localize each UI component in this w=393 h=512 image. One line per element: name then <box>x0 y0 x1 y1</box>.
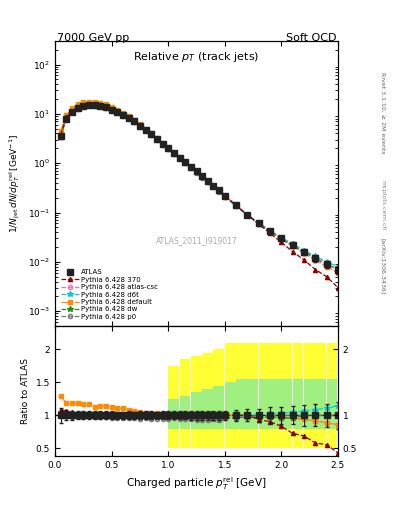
Legend: ATLAS, Pythia 6.428 370, Pythia 6.428 atlas-csc, Pythia 6.428 d6t, Pythia 6.428 : ATLAS, Pythia 6.428 370, Pythia 6.428 at… <box>59 267 161 323</box>
Text: ATLAS_2011_I919017: ATLAS_2011_I919017 <box>156 236 237 245</box>
Y-axis label: $1/N_{\rm jet}\,dN/dp_T^{\rm rel}\,[{\rm GeV}^{-1}]$: $1/N_{\rm jet}\,dN/dp_T^{\rm rel}\,[{\rm… <box>8 134 22 233</box>
Text: Relative $p_T$ (track jets): Relative $p_T$ (track jets) <box>133 50 260 63</box>
X-axis label: Charged particle $p_T^{\rm rel}$ [GeV]: Charged particle $p_T^{\rm rel}$ [GeV] <box>126 475 267 492</box>
Text: mcplots.cern.ch: mcplots.cern.ch <box>381 180 386 230</box>
Y-axis label: Ratio to ATLAS: Ratio to ATLAS <box>21 358 30 424</box>
Text: [arXiv:1306.3436]: [arXiv:1306.3436] <box>381 238 386 294</box>
Text: Rivet 3.1.10, ≥ 2M events: Rivet 3.1.10, ≥ 2M events <box>381 72 386 154</box>
Text: Soft QCD: Soft QCD <box>286 33 336 44</box>
Text: 7000 GeV pp: 7000 GeV pp <box>57 33 129 44</box>
